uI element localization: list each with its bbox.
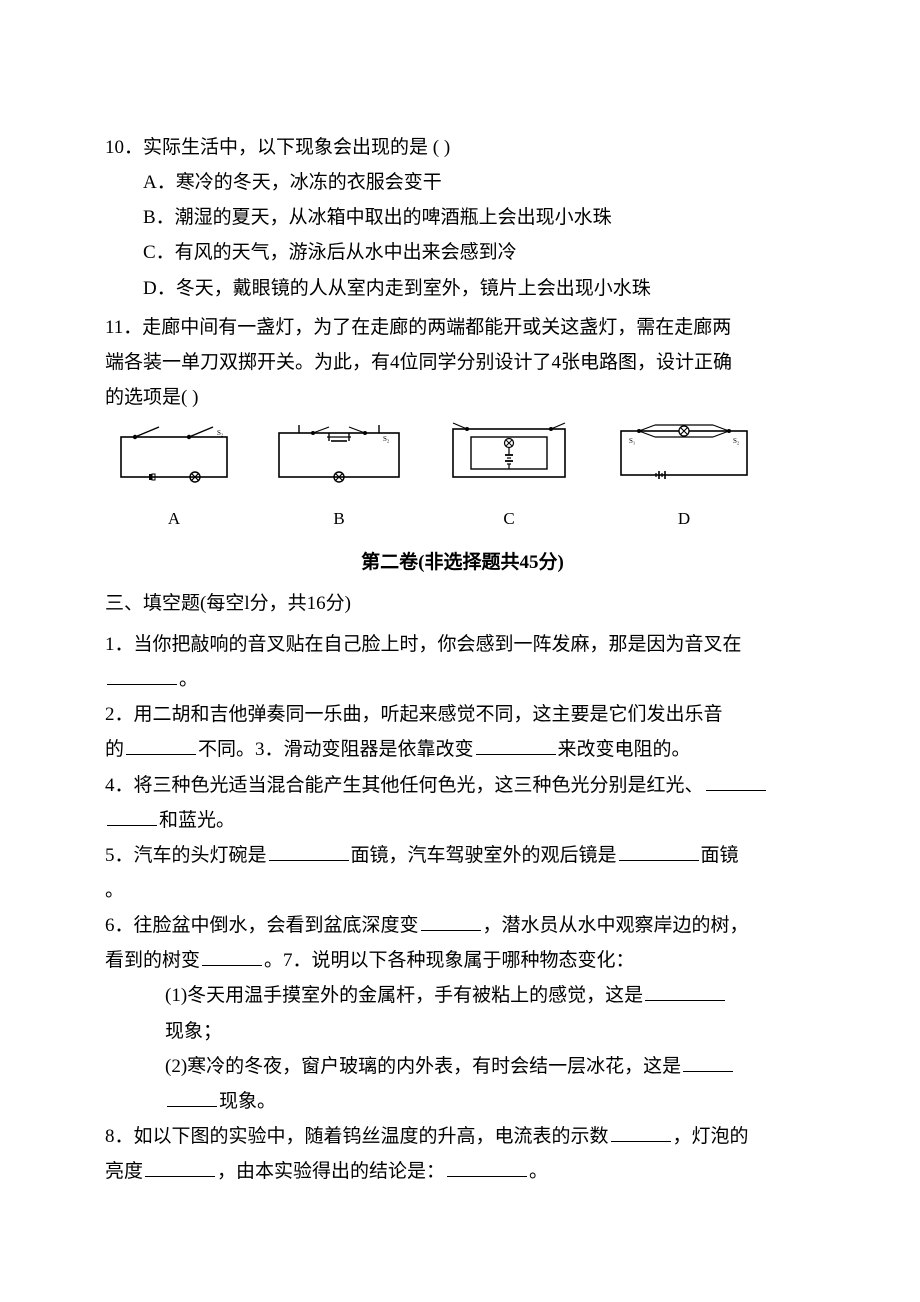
blank bbox=[421, 912, 481, 931]
q11-line-2: 端各装一单刀双掷开关。为此，有4位同学分别设计了4张电路图，设计正确 bbox=[105, 345, 820, 380]
q10-option-c: C．有风的天气，游泳后从水中出来会感到冷 bbox=[105, 235, 820, 270]
blank bbox=[107, 807, 157, 826]
text: 面镜，汽车驾驶室外的观后镜是 bbox=[351, 845, 617, 866]
fill-q7-1-line2: 现象； bbox=[105, 1014, 820, 1049]
text: ，灯泡的 bbox=[673, 1126, 749, 1147]
circuit-c-label: C bbox=[503, 503, 514, 534]
text: 4．将三种色光适当混合能产生其他任何色光，这三种色光分别是红光、 bbox=[105, 775, 704, 796]
circuit-a: S₂ A bbox=[109, 419, 239, 535]
q10-stem: 10．实际生活中，以下现象会出现的是 ( ) bbox=[105, 130, 820, 165]
q11-line-1: 11．走廊中间有一盏灯，为了在走廊的两端都能开或关这盏灯，需在走廊两 bbox=[105, 310, 820, 345]
blank bbox=[611, 1123, 671, 1142]
q10-option-d: D．冬天，戴眼镜的人从室内走到室外，镜片上会出现小水珠 bbox=[105, 271, 820, 306]
circuit-d-label: D bbox=[678, 503, 690, 534]
blank bbox=[107, 666, 177, 685]
fill-q2-line1: 2．用二胡和吉他弹奏同一乐曲，听起来感觉不同，这主要是它们发出乐音 bbox=[105, 697, 820, 732]
circuit-diagram-row: S₂ A S₂ bbox=[105, 419, 820, 535]
part3-heading: 三、填空题(每空l分，共16分) bbox=[105, 586, 820, 621]
fill-q2-line2: 的 不同。3．滑动变阻器是依靠改变 来改变电阻的。 bbox=[105, 732, 820, 767]
text: 现象。 bbox=[219, 1091, 276, 1112]
blank bbox=[145, 1158, 215, 1177]
text: 面镜 bbox=[701, 845, 739, 866]
blank bbox=[706, 772, 766, 791]
fill-q7-2-line2: 现象。 bbox=[105, 1084, 820, 1119]
blank bbox=[645, 982, 725, 1001]
circuit-d: S₁ S₂ D bbox=[609, 419, 759, 535]
circuit-b: S₂ B bbox=[269, 419, 409, 535]
blank bbox=[447, 1158, 527, 1177]
text: 。7．说明以下各种现象属于哪种物态变化： bbox=[264, 950, 635, 971]
text: (2)寒冷的冬夜，窗户玻璃的内外表，有时会结一层冰花，这是 bbox=[165, 1056, 681, 1077]
circuit-c-svg bbox=[439, 419, 579, 501]
circuit-d-svg: S₁ S₂ bbox=[609, 419, 759, 501]
text: 的 bbox=[105, 739, 124, 760]
circuit-a-label: A bbox=[168, 503, 180, 534]
text: 亮度 bbox=[105, 1161, 143, 1182]
text: 8．如以下图的实验中，随着钨丝温度的升高，电流表的示数 bbox=[105, 1126, 609, 1147]
fill-q4-line2: 和蓝光。 bbox=[105, 803, 820, 838]
svg-text:S₂: S₂ bbox=[217, 429, 224, 437]
fill-q4-line1: 4．将三种色光适当混合能产生其他任何色光，这三种色光分别是红光、 bbox=[105, 768, 820, 803]
text: 和蓝光。 bbox=[159, 810, 235, 831]
text: 不同。3．滑动变阻器是依靠改变 bbox=[198, 739, 474, 760]
text: 6．往脸盆中倒水，会看到盆底深度变 bbox=[105, 915, 419, 936]
blank bbox=[167, 1088, 217, 1107]
text: ，由本实验得出的结论是： bbox=[217, 1161, 445, 1182]
fill-q6-line1: 6．往脸盆中倒水，会看到盆底深度变 ，潜水员从水中观察岸边的树， bbox=[105, 908, 820, 943]
q10-option-a: A．寒冷的冬天，冰冻的衣服会变干 bbox=[105, 165, 820, 200]
fill-q1-line2: 。 bbox=[105, 662, 820, 697]
blank bbox=[683, 1053, 733, 1072]
fill-q8-line2: 亮度 ，由本实验得出的结论是： 。 bbox=[105, 1154, 820, 1189]
svg-text:S₂: S₂ bbox=[733, 437, 740, 445]
text: 5．汽车的头灯碗是 bbox=[105, 845, 267, 866]
circuit-c: C bbox=[439, 419, 579, 535]
svg-text:S₂: S₂ bbox=[383, 435, 390, 443]
text: 。 bbox=[529, 1161, 548, 1182]
circuit-a-svg: S₂ bbox=[109, 419, 239, 501]
circuit-b-svg: S₂ bbox=[269, 419, 409, 501]
text: (1)冬天用温手摸室外的金属杆，手有被粘上的感觉，这是 bbox=[165, 985, 643, 1006]
question-11: 11．走廊中间有一盏灯，为了在走廊的两端都能开或关这盏灯，需在走廊两 端各装一单… bbox=[105, 310, 820, 415]
question-10: 10．实际生活中，以下现象会出现的是 ( ) A．寒冷的冬天，冰冻的衣服会变干 … bbox=[105, 130, 820, 306]
q10-option-b: B．潮湿的夏天，从冰箱中取出的啤酒瓶上会出现小水珠 bbox=[105, 200, 820, 235]
fill-q7-1-line1: (1)冬天用温手摸室外的金属杆，手有被粘上的感觉，这是 bbox=[105, 978, 820, 1013]
blank bbox=[269, 842, 349, 861]
blank bbox=[619, 842, 699, 861]
fill-q5-line2: 。 bbox=[105, 873, 820, 908]
fill-q5-line1: 5．汽车的头灯碗是 面镜，汽车驾驶室外的观后镜是 面镜 bbox=[105, 838, 820, 873]
text: 。 bbox=[179, 669, 198, 690]
text: 来改变电阻的。 bbox=[558, 739, 691, 760]
fill-q7-2-line1: (2)寒冷的冬夜，窗户玻璃的内外表，有时会结一层冰花，这是 bbox=[105, 1049, 820, 1084]
fill-q8-line1: 8．如以下图的实验中，随着钨丝温度的升高，电流表的示数 ，灯泡的 bbox=[105, 1119, 820, 1154]
blank bbox=[202, 947, 262, 966]
blank bbox=[476, 736, 556, 755]
blank bbox=[126, 736, 196, 755]
fill-q6-line2: 看到的树变 。7．说明以下各种现象属于哪种物态变化： bbox=[105, 943, 820, 978]
svg-text:S₁: S₁ bbox=[629, 437, 635, 445]
q11-line-3: 的选项是( ) bbox=[105, 380, 820, 415]
section-2-title: 第二卷(非选择题共45分) bbox=[105, 545, 820, 580]
circuit-b-label: B bbox=[333, 503, 344, 534]
text: ，潜水员从水中观察岸边的树， bbox=[483, 915, 749, 936]
text: 看到的树变 bbox=[105, 950, 200, 971]
fill-q1-line1: 1．当你把敲响的音叉贴在自己脸上时，你会感到一阵发麻，那是因为音叉在 bbox=[105, 627, 820, 662]
